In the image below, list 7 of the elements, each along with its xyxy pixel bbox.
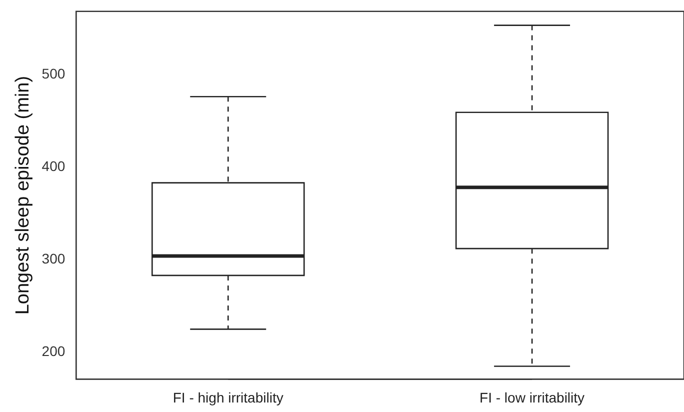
y-tick-label: 500	[42, 65, 66, 82]
y-tick-label: 200	[42, 343, 66, 360]
x-tick-label: FI - low irritability	[480, 389, 585, 406]
y-tick-label: 300	[42, 250, 66, 267]
y-axis-title: Longest sleep episode (min)	[12, 76, 34, 315]
x-tick-label: FI - high irritability	[172, 389, 284, 406]
y-tick-label: 400	[42, 158, 66, 174]
